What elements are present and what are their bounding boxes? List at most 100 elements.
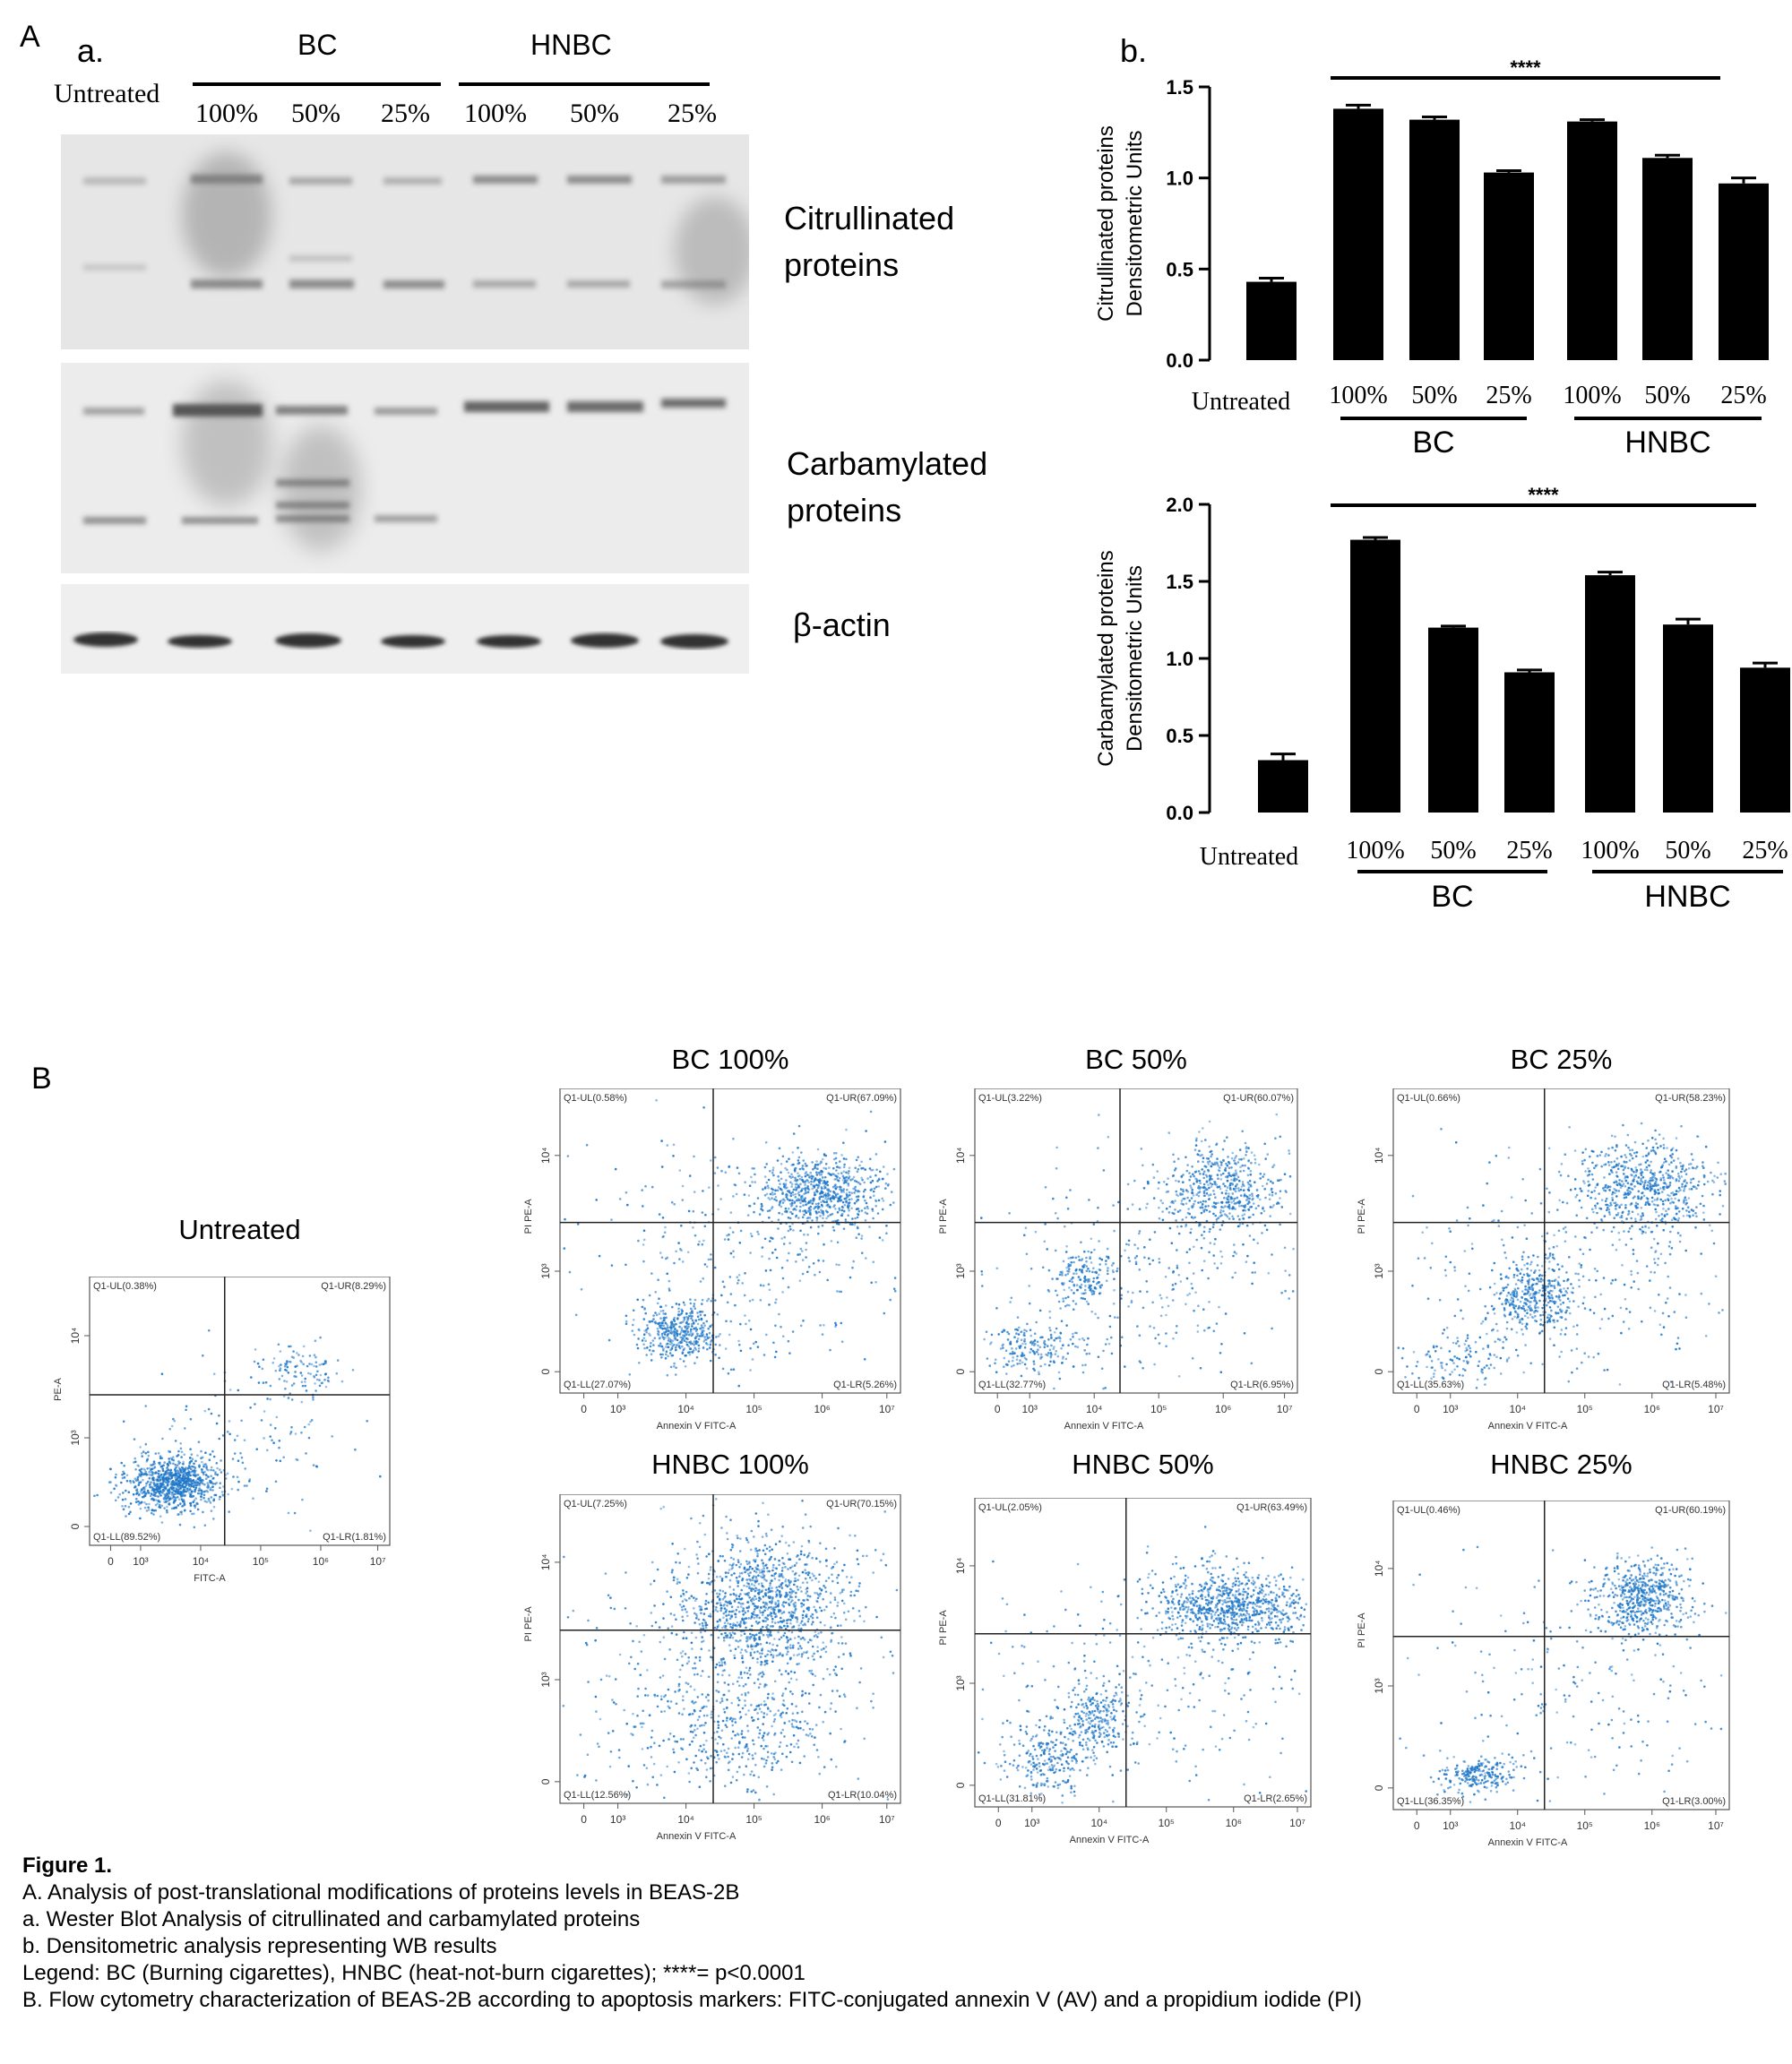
quadrant-label-ur: Q1-UR(63.49%) — [1236, 1502, 1307, 1513]
quadrant-label-ur: Q1-UR(8.29%) — [321, 1281, 386, 1292]
bar — [1333, 108, 1383, 361]
dot-cloud — [977, 1526, 1308, 1804]
flow-plot-title: HNBC 100% — [651, 1449, 809, 1480]
x-tick-label: 10³ — [1443, 1819, 1458, 1832]
category-label: 100% — [1346, 837, 1404, 864]
x-tick-label: 10⁶ — [1644, 1819, 1660, 1832]
wb-lane-hnbc-50: 50% — [570, 99, 619, 128]
panel-b-letter: B — [31, 1062, 52, 1096]
wb-label-carbamylated-line2: proteins — [787, 492, 902, 529]
dot-cloud — [563, 1098, 897, 1388]
category-label: Untreated — [1200, 843, 1298, 871]
y-tick-label: 10³ — [954, 1675, 967, 1690]
y-tick-label: 0 — [69, 1523, 82, 1529]
x-tick-label: 10⁴ — [1509, 1819, 1526, 1832]
wb-lane-untreated: Untreated — [54, 79, 160, 108]
quadrant-label-ll: Q1-LL(89.52%) — [93, 1532, 160, 1543]
y-tick-label: 0.5 — [1166, 725, 1193, 747]
dot-cloud — [1397, 1122, 1727, 1389]
quadrant-label-ul: Q1-UL(2.05%) — [978, 1502, 1042, 1513]
flow-plot-title: HNBC 25% — [1490, 1449, 1633, 1480]
plot-frame — [89, 1277, 391, 1546]
category-label: 25% — [1720, 382, 1766, 409]
blot-carbamylated — [61, 363, 749, 573]
x-axis-label: FITC-A — [194, 1573, 226, 1584]
flow-scatter-plot: Q1-UL(0.38%) Q1-UR(8.29%) Q1-LL(89.52%) Q1-… — [53, 1277, 391, 1584]
x-tick-label: 10⁴ — [1090, 1817, 1107, 1829]
bar — [1258, 760, 1308, 813]
x-tick-label: 10⁵ — [1150, 1403, 1167, 1415]
x-axis-label: Annexin V FITC-A — [1064, 1421, 1144, 1432]
y-tick-label: 0.0 — [1166, 802, 1193, 824]
y-axis-label: PI PE-A — [938, 1199, 949, 1234]
flow-scatter-plot: Q1-UL(0.58%) Q1-UR(67.09%) Q1-LL(27.07%) Q1… — [523, 1088, 901, 1432]
x-axis-label: Annexin V FITC-A — [1488, 1837, 1568, 1848]
x-tick-label: 10⁶ — [1644, 1403, 1660, 1415]
quadrant-label-lr: Q1-LR(2.65%) — [1244, 1793, 1307, 1804]
category-label: 100% — [1329, 382, 1387, 409]
x-axis-label: Annexin V FITC-A — [657, 1831, 737, 1842]
y-tick-label: 10⁴ — [539, 1148, 552, 1165]
flow-plot-title: BC 50% — [1085, 1044, 1187, 1075]
significance-marker: **** — [1510, 56, 1541, 79]
x-tick-label: 0 — [581, 1403, 587, 1415]
flow-scatter-plot: Q1-UL(0.66%) Q1-UR(58.23%) Q1-LL(35.63%) Q1… — [1357, 1088, 1730, 1432]
y-axis-label: Carbamylated proteins — [1094, 550, 1118, 766]
flow-plot-title: BC 25% — [1510, 1044, 1613, 1075]
panel-b-sublabel: b. — [1120, 32, 1148, 69]
bar-chart-citrullinated: 0.0 0.5 1.0 1.5 Citrullinated proteins Densit… — [1094, 56, 1769, 460]
quadrant-label-ll: Q1-LL(31.81%) — [978, 1793, 1046, 1804]
x-tick-label: 10³ — [1024, 1817, 1039, 1829]
x-tick-label: 10⁶ — [814, 1403, 830, 1415]
y-tick-label: 0 — [1373, 1784, 1385, 1791]
x-tick-label: 10³ — [610, 1403, 625, 1415]
plot-frame — [559, 1088, 901, 1394]
flow-plot-title: BC 100% — [671, 1044, 789, 1075]
quadrant-label-ll: Q1-LL(35.63%) — [1397, 1380, 1464, 1390]
x-tick-label: 10⁴ — [677, 1403, 694, 1415]
group-label: HNBC — [1644, 880, 1730, 914]
x-tick-label: 10⁷ — [1289, 1817, 1305, 1829]
plot-frame — [974, 1498, 1312, 1808]
wb-label-citrullinated-line1: Citrullinated — [784, 200, 955, 236]
category-label: 50% — [1644, 382, 1690, 409]
x-tick-label: 10⁵ — [1577, 1819, 1593, 1832]
x-tick-label: 10³ — [133, 1555, 148, 1568]
x-tick-label: 10⁴ — [193, 1555, 210, 1568]
quadrant-label-lr: Q1-LR(1.81%) — [323, 1532, 386, 1543]
y-tick-label: 10⁴ — [954, 1148, 967, 1165]
dot-cloud — [93, 1329, 382, 1532]
y-tick-label: 1.5 — [1166, 76, 1193, 99]
x-tick-label: 0 — [1414, 1819, 1420, 1832]
bar — [1740, 667, 1790, 813]
category-label: 50% — [1411, 382, 1457, 409]
wb-label-carbamylated: Carbamylated proteins — [787, 441, 987, 534]
quadrant-label-ul: Q1-UL(7.25%) — [564, 1499, 627, 1509]
y-tick-label: 0 — [539, 1369, 552, 1375]
wb-lane-hnbc-100: 100% — [464, 99, 527, 128]
wb-group-bc: BC — [297, 29, 338, 61]
figure-caption: Figure 1. A. Analysis of post-translatio… — [22, 1853, 1779, 2014]
y-axis-label: PI PE-A — [1357, 1199, 1367, 1234]
y-tick-label: 10³ — [1373, 1678, 1385, 1693]
x-tick-label: 10⁴ — [1086, 1403, 1103, 1415]
y-tick-label: 1.0 — [1166, 648, 1193, 670]
bar — [1409, 119, 1460, 360]
bar — [1350, 539, 1400, 813]
y-tick-label: 1.5 — [1166, 571, 1193, 593]
wb-lane-bc-100: 100% — [195, 99, 258, 128]
quadrant-label-ul: Q1-UL(0.66%) — [1397, 1093, 1460, 1104]
x-tick-label: 10⁷ — [1277, 1403, 1293, 1415]
y-tick-label: 0.5 — [1166, 258, 1193, 280]
quadrant-label-ul: Q1-UL(0.46%) — [1397, 1505, 1460, 1516]
y-tick-label: 0 — [1373, 1369, 1385, 1375]
dot-cloud — [1399, 1545, 1727, 1803]
category-label: 50% — [1665, 837, 1710, 864]
y-axis-label: Densitometric Units — [1123, 130, 1147, 316]
group-label: HNBC — [1624, 426, 1710, 460]
x-axis-label: Annexin V FITC-A — [657, 1421, 737, 1432]
y-tick-label: 0.0 — [1166, 349, 1193, 372]
flow-scatter-plot: Q1-UL(3.22%) Q1-UR(60.07%) Q1-LL(32.77%) Q1… — [938, 1088, 1298, 1432]
x-tick-label: 10⁷ — [1708, 1403, 1724, 1415]
caption-line: B. Flow cytometry characterization of BE… — [22, 1988, 1362, 2012]
